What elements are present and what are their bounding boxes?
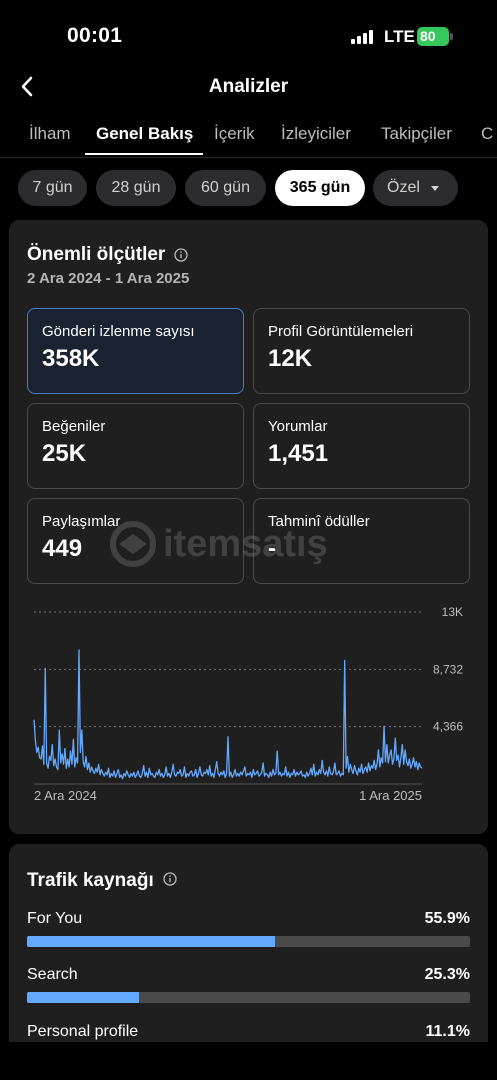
metric-estimated-rewards[interactable]: Tahminî ödüller - [253, 498, 470, 584]
date-range: 2 Ara 2024 - 1 Ara 2025 [27, 270, 190, 287]
battery-icon: 80 [417, 27, 453, 46]
network-label: LTE [384, 27, 415, 46]
back-button[interactable] [14, 72, 44, 102]
tab-genel-bakis[interactable]: Genel Bakış [96, 124, 194, 143]
info-icon[interactable] [163, 872, 177, 886]
traffic-label: Personal profile [27, 1023, 139, 1040]
traffic-label: For You [27, 910, 83, 927]
page-title: Analizler [208, 76, 289, 97]
metric-label: Beğeniler [42, 418, 106, 435]
y-tick-label: 4,366 [433, 720, 463, 734]
info-icon[interactable] [174, 248, 188, 262]
watermark-text: itemsatış [163, 523, 328, 565]
metric-value: 12K [268, 345, 313, 372]
metric-label: Paylaşımlar [42, 513, 121, 530]
chevron-left-icon [21, 76, 33, 97]
range-365-days[interactable]: 365 gün [275, 170, 365, 206]
traffic-bar-fill [27, 992, 140, 1003]
y-tick-label: 8,732 [433, 662, 463, 676]
watermark-logo: itemsatış [110, 521, 328, 567]
metric-value: - [268, 535, 276, 562]
traffic-percent: 25.3% [424, 966, 470, 983]
traffic-bar-track [27, 936, 470, 947]
range-28-days[interactable]: 28 gün [96, 170, 176, 206]
key-metrics-title: Önemli ölçütler [27, 244, 166, 265]
traffic-bar-fill [27, 936, 275, 947]
y-tick-label: 13K [442, 605, 463, 619]
metric-post-views[interactable]: Gönderi izlenme sayısı 358K [27, 308, 244, 394]
tab-bar: İlham Genel Bakış İçerik İzleyiciler Tak… [0, 122, 497, 158]
metric-value: 449 [42, 535, 83, 562]
metric-shares[interactable]: Paylaşımlar 449 [27, 498, 244, 584]
traffic-percent: 11.1% [425, 1023, 470, 1040]
key-metrics-card: Önemli ölçütler 2 Ara 2024 - 1 Ara 2025 … [9, 220, 488, 834]
traffic-source-card: Trafik kaynağı For You 55.9% Search 25.3… [9, 844, 488, 1044]
signal-icon [351, 30, 375, 44]
range-custom-label: Özel [387, 179, 420, 196]
views-line-chart: 4,366 8,732 13K 2 Ara 2024 1 Ara 2025 [33, 605, 463, 800]
tab-overflow[interactable]: C [481, 124, 494, 143]
status-bar: 00:01 LTE 80 [0, 0, 497, 70]
status-time: 00:01 [67, 24, 123, 47]
views-series-line [33, 649, 423, 780]
metric-label: Profil Görüntülemeleri [268, 323, 414, 340]
metric-likes[interactable]: Beğeniler 25K [27, 403, 244, 489]
tab-icerik[interactable]: İçerik [214, 124, 255, 143]
traffic-label: Search [27, 966, 78, 983]
metric-value: 1,451 [268, 440, 329, 467]
active-tab-indicator [85, 153, 203, 155]
battery-level: 80 [417, 27, 449, 46]
traffic-source-title: Trafik kaynağı [27, 870, 154, 891]
metric-label: Yorumlar [268, 418, 328, 435]
tab-ilham[interactable]: İlham [29, 124, 71, 143]
x-end-label: 1 Ara 2025 [359, 788, 422, 800]
metric-value: 25K [42, 440, 87, 467]
range-custom[interactable]: Özel [373, 170, 458, 206]
metric-profile-views[interactable]: Profil Görüntülemeleri 12K [253, 308, 470, 394]
metric-label: Tahminî ödüller [268, 513, 370, 530]
range-60-days[interactable]: 60 gün [185, 170, 266, 206]
caret-down-icon [431, 186, 439, 191]
traffic-bar-track [27, 992, 470, 1003]
metric-comments[interactable]: Yorumlar 1,451 [253, 403, 470, 489]
metric-value: 358K [42, 345, 100, 372]
screen-bottom [0, 1042, 497, 1080]
tab-izleyiciler[interactable]: İzleyiciler [281, 124, 351, 143]
metric-label: Gönderi izlenme sayısı [42, 323, 195, 340]
x-start-label: 2 Ara 2024 [34, 788, 97, 800]
tab-takipciler[interactable]: Takipçiler [381, 124, 452, 143]
traffic-percent: 55.9% [424, 910, 470, 927]
range-7-days[interactable]: 7 gün [18, 170, 87, 206]
